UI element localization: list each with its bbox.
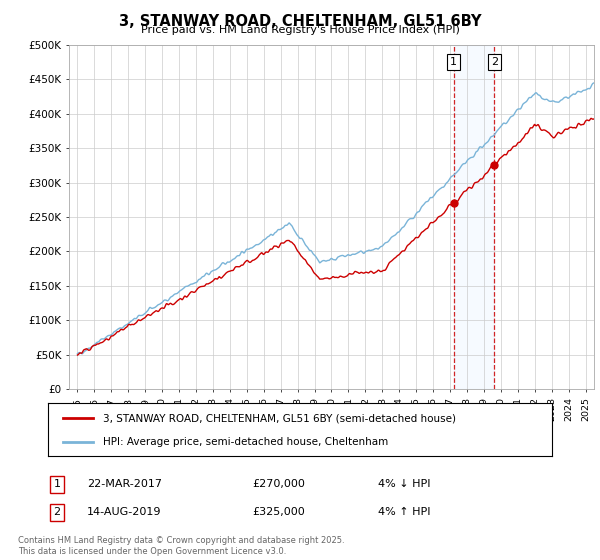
Text: HPI: Average price, semi-detached house, Cheltenham: HPI: Average price, semi-detached house,… [103,436,389,446]
Text: 2: 2 [53,507,61,517]
Text: 22-MAR-2017: 22-MAR-2017 [87,479,162,489]
Text: Price paid vs. HM Land Registry's House Price Index (HPI): Price paid vs. HM Land Registry's House … [140,25,460,35]
Text: 2: 2 [491,57,498,67]
Text: £325,000: £325,000 [252,507,305,517]
Text: 1: 1 [450,57,457,67]
Text: £270,000: £270,000 [252,479,305,489]
Bar [454,45,494,389]
Text: 14-AUG-2019: 14-AUG-2019 [87,507,161,517]
Text: 1: 1 [53,479,61,489]
Text: 3, STANWAY ROAD, CHELTENHAM, GL51 6BY (semi-detached house): 3, STANWAY ROAD, CHELTENHAM, GL51 6BY (s… [103,413,457,423]
Text: 3, STANWAY ROAD, CHELTENHAM, GL51 6BY: 3, STANWAY ROAD, CHELTENHAM, GL51 6BY [119,14,481,29]
Text: Contains HM Land Registry data © Crown copyright and database right 2025.
This d: Contains HM Land Registry data © Crown c… [18,536,344,556]
Text: 4% ↑ HPI: 4% ↑ HPI [378,507,431,517]
Text: 4% ↓ HPI: 4% ↓ HPI [378,479,431,489]
